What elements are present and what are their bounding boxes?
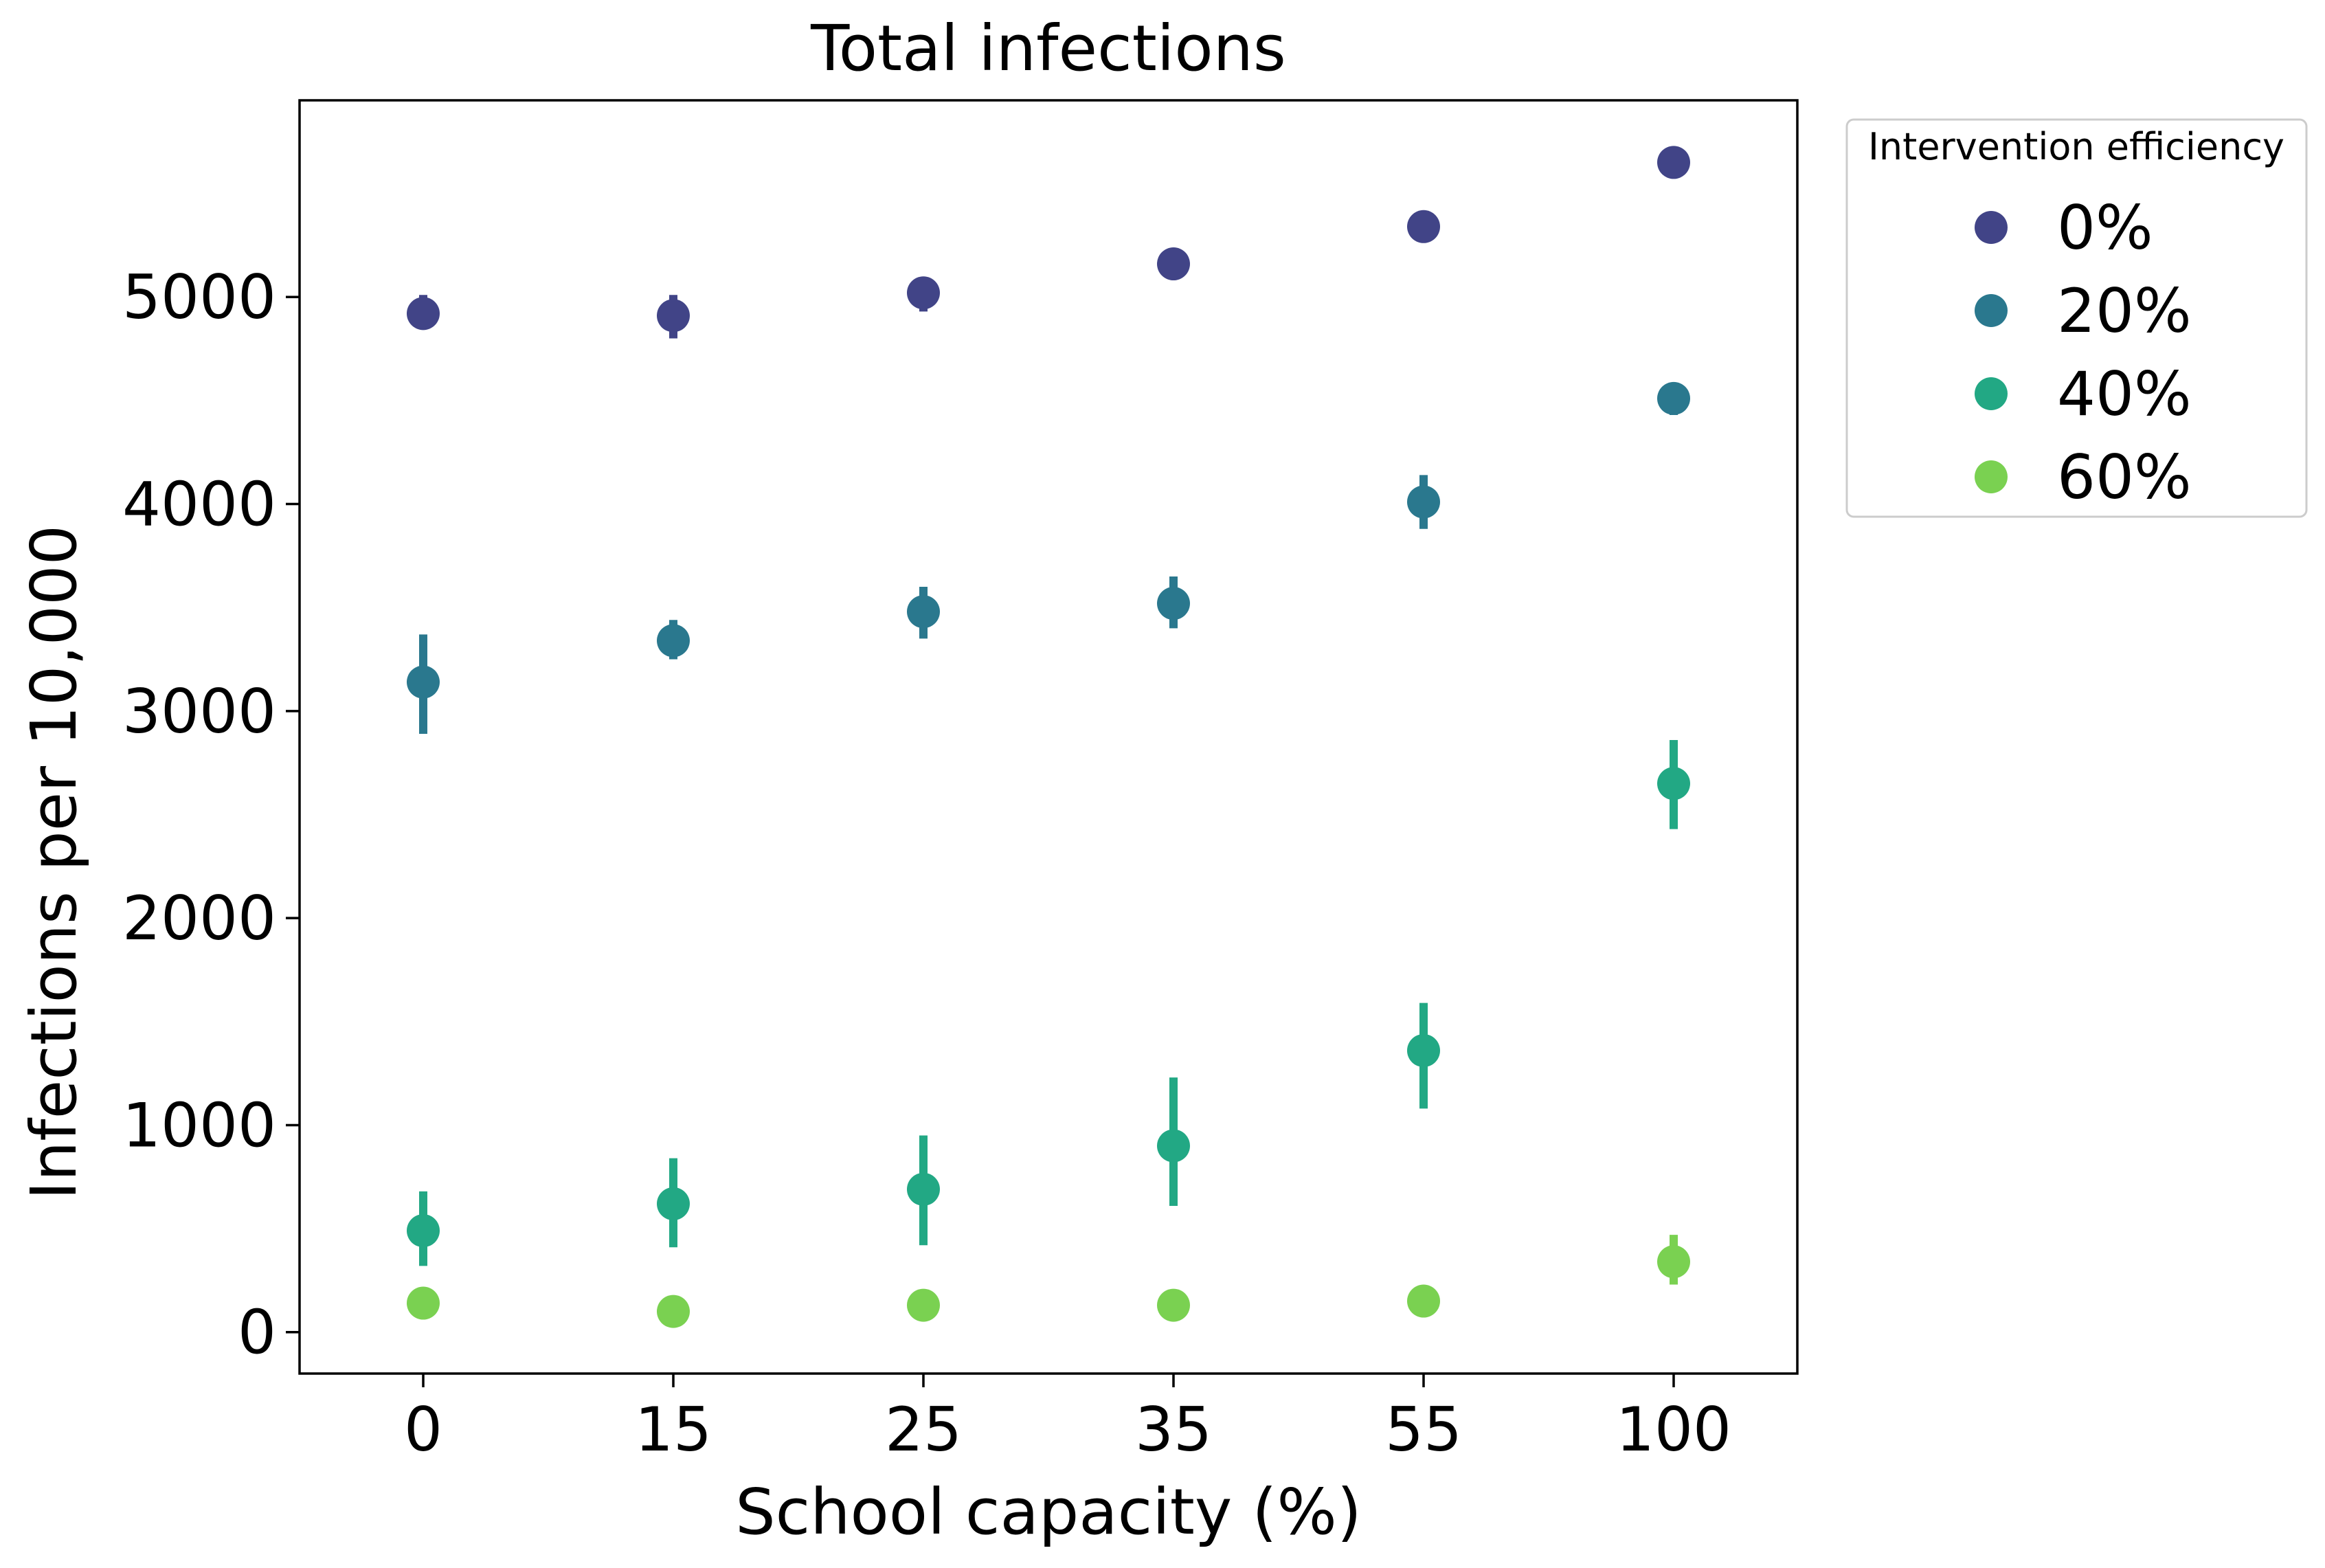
legend-label: 0% <box>2057 192 2153 263</box>
chart-marks <box>407 146 1690 1328</box>
data-point <box>907 595 940 629</box>
data-point <box>657 1295 690 1328</box>
data-point <box>1657 767 1690 800</box>
y-tick-label: 5000 <box>122 262 276 333</box>
data-point <box>1157 247 1190 281</box>
data-point <box>657 1187 690 1220</box>
data-point <box>407 297 440 331</box>
y-tick-label: 2000 <box>122 883 276 954</box>
x-tick-label: 15 <box>635 1394 712 1465</box>
data-point <box>657 624 690 658</box>
series-0 <box>407 146 1690 339</box>
data-point <box>907 276 940 310</box>
y-tick-label: 1000 <box>122 1090 276 1161</box>
data-point <box>407 1286 440 1320</box>
data-point <box>407 1214 440 1248</box>
legend-title: Intervention efficiency <box>1868 125 2284 168</box>
data-point <box>1157 1288 1190 1322</box>
x-axis: 0 15 25 35 55 100 <box>404 1374 1731 1465</box>
series-2 <box>407 740 1690 1266</box>
x-tick-label: 55 <box>1385 1394 1462 1465</box>
x-axis-label: School capacity (%) <box>735 1475 1362 1549</box>
data-point <box>407 665 440 699</box>
series-1 <box>407 381 1690 734</box>
series-3 <box>407 1235 1690 1328</box>
y-tick-label: 4000 <box>122 469 276 540</box>
x-tick-label: 0 <box>404 1394 442 1465</box>
legend-label: 60% <box>2057 442 2192 513</box>
data-point <box>1157 1129 1190 1163</box>
x-tick-label: 35 <box>1135 1394 1212 1465</box>
legend-marker <box>1975 460 2008 493</box>
legend-box <box>1845 118 2308 518</box>
data-point <box>1407 210 1440 243</box>
data-point <box>1407 1033 1440 1067</box>
y-tick-label: 3000 <box>122 676 276 747</box>
x-tick-label: 25 <box>885 1394 962 1465</box>
legend-label: 20% <box>2057 276 2192 346</box>
y-axis: 0 1000 2000 3000 4000 5000 <box>122 262 300 1368</box>
legend-marker <box>1975 294 2008 327</box>
data-point <box>657 299 690 333</box>
legend-label: 40% <box>2057 359 2192 429</box>
plot-frame <box>298 99 1799 1375</box>
data-point <box>907 1288 940 1322</box>
data-point <box>1157 587 1190 620</box>
chart-title: Total infections <box>810 12 1286 85</box>
data-point <box>907 1172 940 1206</box>
data-point <box>1407 1284 1440 1318</box>
y-tick-label: 0 <box>238 1297 276 1368</box>
legend-marker <box>1975 211 2008 244</box>
data-point <box>1407 485 1440 519</box>
y-axis-label: Infections per 10,000 <box>17 525 91 1200</box>
data-point <box>1657 146 1690 179</box>
legend-marker <box>1975 377 2008 410</box>
legend: Intervention efficiency 0% 20% 40% 60% <box>1845 118 2308 518</box>
x-tick-label: 100 <box>1616 1394 1731 1465</box>
data-point <box>1657 1245 1690 1279</box>
data-point <box>1657 381 1690 415</box>
